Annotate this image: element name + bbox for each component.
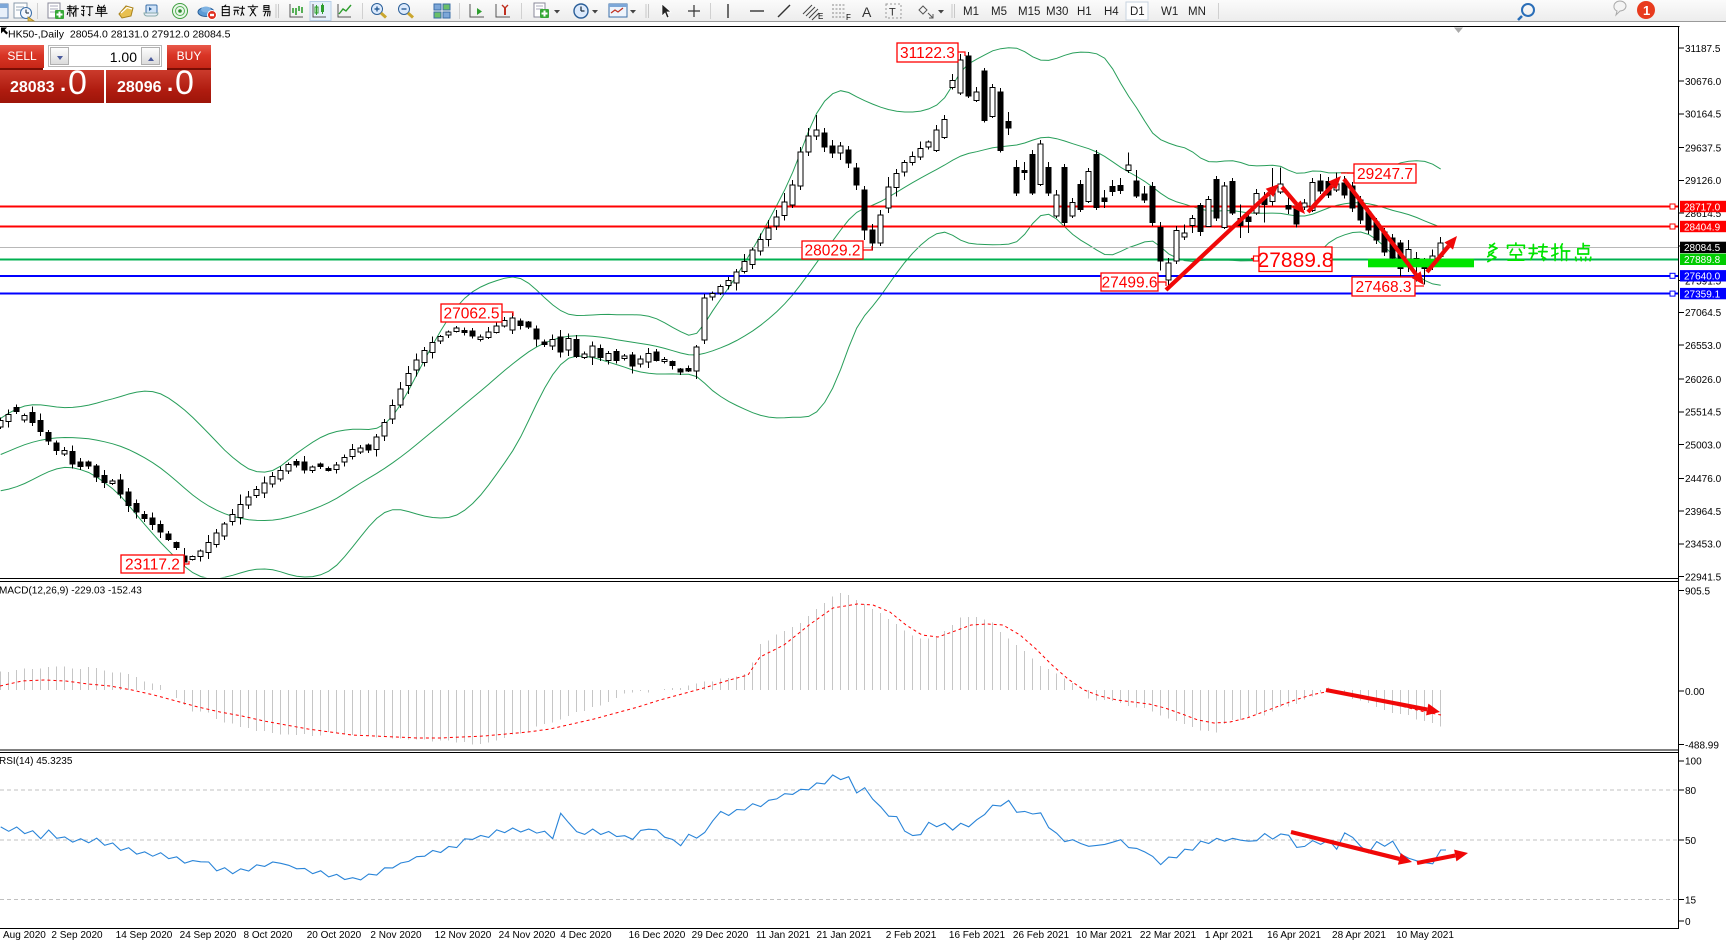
svg-text:M1: M1 <box>963 6 979 18</box>
svg-text:2 Feb 2021: 2 Feb 2021 <box>886 930 937 941</box>
svg-text:4 Dec 2020: 4 Dec 2020 <box>560 930 612 941</box>
svg-text:29 Dec 2020: 29 Dec 2020 <box>692 930 749 941</box>
svg-text:E: E <box>818 12 823 21</box>
svg-text:22 Mar 2021: 22 Mar 2021 <box>1140 930 1197 941</box>
svg-text:100: 100 <box>1685 757 1702 768</box>
svg-text:27591.5: 27591.5 <box>1685 276 1722 287</box>
svg-text:23117.2: 23117.2 <box>125 557 180 574</box>
svg-text:W1: W1 <box>1161 6 1178 18</box>
svg-text:0.00: 0.00 <box>1685 687 1705 698</box>
svg-text:1 Apr 2021: 1 Apr 2021 <box>1205 930 1254 941</box>
svg-text:28084.5: 28084.5 <box>1684 243 1721 254</box>
svg-text:MACD(12,26,9) -229.03 -152.43: MACD(12,26,9) -229.03 -152.43 <box>0 586 142 597</box>
svg-text:8 Oct 2020: 8 Oct 2020 <box>244 930 293 941</box>
svg-text:0: 0 <box>1685 917 1691 928</box>
svg-text:27499.6: 27499.6 <box>1101 275 1157 292</box>
svg-text:80: 80 <box>1685 786 1697 797</box>
svg-text:F: F <box>846 13 851 22</box>
svg-text:905.5: 905.5 <box>1685 586 1710 597</box>
svg-text:21 Jan 2021: 21 Jan 2021 <box>816 930 871 941</box>
svg-text:MN: MN <box>1188 6 1206 18</box>
svg-text:30164.5: 30164.5 <box>1685 110 1722 121</box>
svg-text:27889.8: 27889.8 <box>1684 255 1721 266</box>
svg-text:D1: D1 <box>1130 6 1145 18</box>
svg-text:27359.1: 27359.1 <box>1684 289 1721 300</box>
svg-text:23964.5: 23964.5 <box>1685 507 1722 518</box>
svg-text:10 May 2021: 10 May 2021 <box>1396 930 1454 941</box>
svg-text:11 Jan 2021: 11 Jan 2021 <box>756 930 811 941</box>
svg-text:28614.5: 28614.5 <box>1685 209 1722 220</box>
svg-text:29126.0: 29126.0 <box>1685 176 1722 187</box>
svg-text:26 Feb 2021: 26 Feb 2021 <box>1013 930 1070 941</box>
svg-text:27062.5: 27062.5 <box>443 306 499 323</box>
svg-text:2 Sep 2020: 2 Sep 2020 <box>51 930 103 941</box>
svg-text:-488.99: -488.99 <box>1685 740 1719 751</box>
svg-text:24 Sep 2020: 24 Sep 2020 <box>180 930 237 941</box>
svg-text:T: T <box>889 7 896 19</box>
svg-text:M15: M15 <box>1018 6 1040 18</box>
svg-text:27064.5: 27064.5 <box>1685 308 1722 319</box>
svg-text:H1: H1 <box>1077 6 1092 18</box>
svg-text:29247.7: 29247.7 <box>1357 166 1413 183</box>
svg-text:16 Feb 2021: 16 Feb 2021 <box>949 930 1006 941</box>
svg-text:16 Apr 2021: 16 Apr 2021 <box>1267 930 1321 941</box>
svg-text:28404.9: 28404.9 <box>1684 222 1721 233</box>
svg-text:M5: M5 <box>991 6 1007 18</box>
svg-text:28 Apr 2021: 28 Apr 2021 <box>1332 930 1386 941</box>
svg-text:24476.0: 24476.0 <box>1685 474 1722 485</box>
svg-text:25514.5: 25514.5 <box>1685 408 1722 419</box>
svg-text:10 Mar 2021: 10 Mar 2021 <box>1076 930 1133 941</box>
svg-text:M30: M30 <box>1046 6 1068 18</box>
svg-text:31187.5: 31187.5 <box>1685 44 1721 55</box>
svg-text:15: 15 <box>1685 895 1697 906</box>
svg-text:26553.0: 26553.0 <box>1685 341 1722 352</box>
svg-text:26026.0: 26026.0 <box>1685 375 1722 386</box>
svg-text:28029.2: 28029.2 <box>804 243 860 260</box>
svg-text:29637.5: 29637.5 <box>1685 143 1722 154</box>
svg-text:20 Oct 2020: 20 Oct 2020 <box>307 930 362 941</box>
svg-text:12 Nov 2020: 12 Nov 2020 <box>435 930 492 941</box>
svg-text:H4: H4 <box>1104 6 1119 18</box>
svg-text:RSI(14) 45.3235: RSI(14) 45.3235 <box>0 756 73 767</box>
svg-text:A: A <box>862 4 872 20</box>
svg-text:Aug 2020: Aug 2020 <box>3 930 46 941</box>
svg-text:30676.0: 30676.0 <box>1685 77 1722 88</box>
svg-text:24 Nov 2020: 24 Nov 2020 <box>499 930 556 941</box>
svg-text:25003.0: 25003.0 <box>1685 440 1722 451</box>
svg-text:1: 1 <box>1643 3 1650 18</box>
svg-text:16 Dec 2020: 16 Dec 2020 <box>629 930 686 941</box>
svg-text:22941.5: 22941.5 <box>1685 573 1722 584</box>
svg-text:HK50-,Daily 28054.0 28131.0 2: HK50-,Daily 28054.0 28131.0 27912.0 2808… <box>8 29 231 41</box>
svg-text:23453.0: 23453.0 <box>1685 540 1722 551</box>
svg-text:27640.0: 27640.0 <box>1684 272 1721 283</box>
svg-text:27889.8: 27889.8 <box>1258 249 1334 272</box>
svg-text:27468.3: 27468.3 <box>1355 279 1411 296</box>
svg-text:50: 50 <box>1685 836 1697 847</box>
svg-text:28717.0: 28717.0 <box>1684 202 1721 213</box>
svg-text:14 Sep 2020: 14 Sep 2020 <box>116 930 173 941</box>
svg-text:31122.3: 31122.3 <box>900 45 955 62</box>
svg-text:2 Nov 2020: 2 Nov 2020 <box>370 930 422 941</box>
